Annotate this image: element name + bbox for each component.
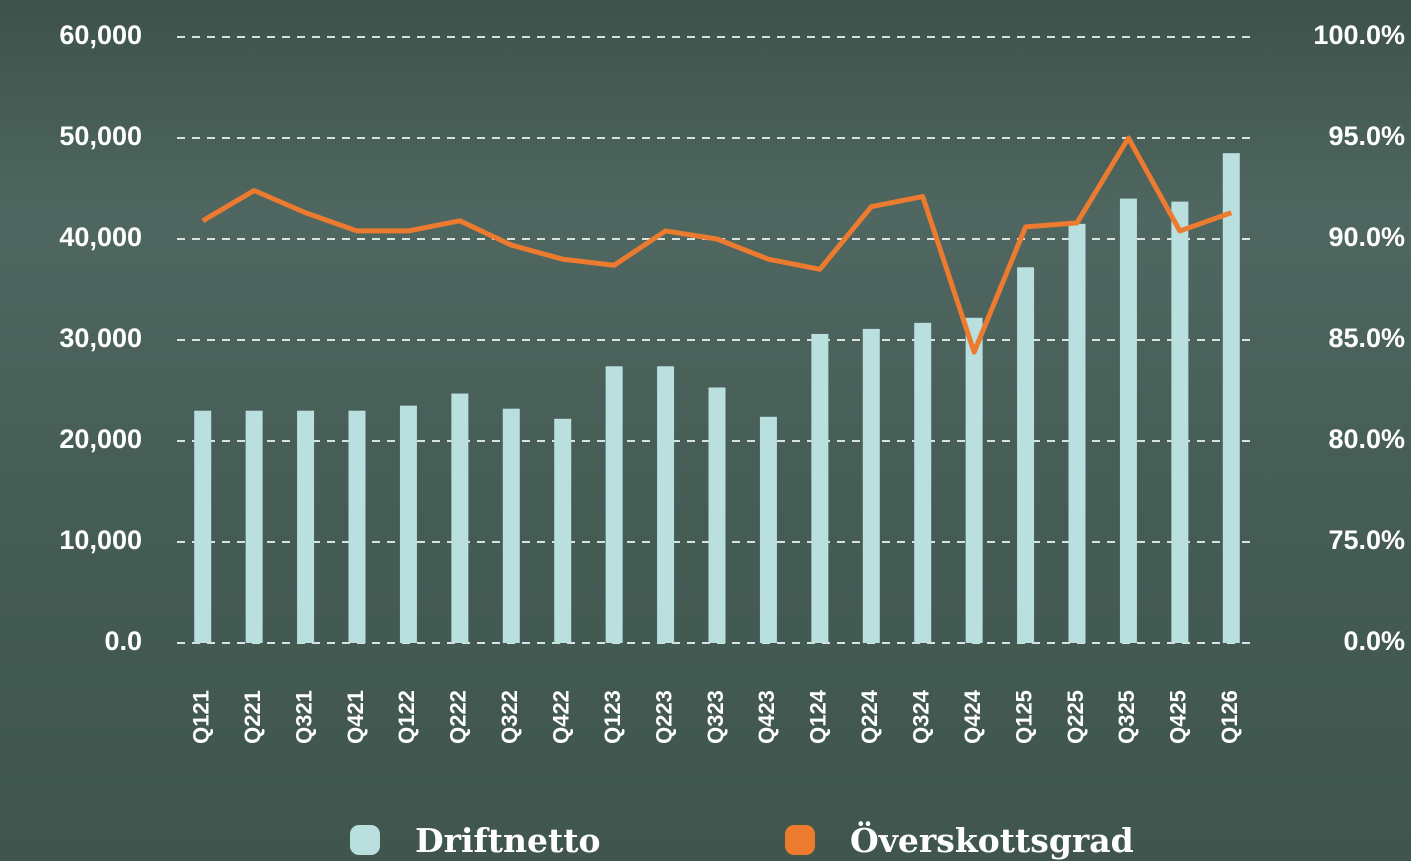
x-tick-label: Q423 — [754, 690, 779, 744]
bar — [194, 410, 212, 643]
bar — [245, 410, 263, 643]
bar — [914, 322, 932, 643]
bar — [1068, 223, 1086, 643]
x-tick-label: Q225 — [1063, 690, 1088, 744]
y2-tick-label: 90.0% — [1328, 222, 1405, 252]
bar — [1222, 153, 1240, 643]
bar — [451, 393, 469, 643]
bar — [759, 416, 777, 643]
y2-tick-label: 75.0% — [1328, 525, 1405, 555]
bar — [1017, 267, 1035, 643]
y2-tick-label: 0.0% — [1343, 626, 1405, 656]
bar — [862, 328, 880, 643]
bar — [502, 408, 520, 643]
x-tick-label: Q321 — [291, 690, 316, 744]
bar — [965, 317, 983, 643]
bar — [1171, 201, 1189, 643]
x-tick-label: Q121 — [189, 690, 214, 744]
legend-swatch — [785, 825, 815, 855]
bar — [399, 405, 417, 643]
bar — [348, 410, 366, 643]
legend-label: Överskottsgrad — [850, 820, 1134, 860]
y2-tick-label: 85.0% — [1328, 323, 1405, 353]
bar — [605, 366, 623, 643]
y-tick-label: 50,000 — [59, 121, 142, 151]
y-tick-label: 20,000 — [59, 424, 142, 454]
bar — [811, 333, 829, 643]
y-tick-label: 0.0 — [104, 626, 142, 656]
x-tick-label: Q221 — [240, 690, 265, 744]
legend-swatch — [350, 825, 380, 855]
x-tick-label: Q323 — [703, 690, 728, 744]
x-tick-label: Q224 — [857, 689, 882, 744]
x-tick-label: Q322 — [497, 690, 522, 744]
x-tick-label: Q223 — [651, 690, 676, 744]
bar — [708, 387, 726, 643]
y-tick-label: 30,000 — [59, 323, 142, 353]
y-tick-label: 60,000 — [59, 20, 142, 50]
x-tick-label: Q126 — [1217, 690, 1242, 744]
x-tick-label: Q421 — [343, 690, 368, 744]
y2-tick-label: 80.0% — [1328, 424, 1405, 454]
bar — [657, 366, 675, 643]
y-tick-label: 10,000 — [59, 525, 142, 555]
legend-label: Driftnetto — [415, 821, 600, 860]
y2-tick-label: 95.0% — [1328, 121, 1405, 151]
bar — [297, 410, 315, 643]
x-tick-label: Q122 — [394, 690, 419, 744]
x-tick-label: Q124 — [806, 689, 831, 744]
bar — [1119, 198, 1137, 643]
bar — [554, 418, 572, 643]
x-tick-label: Q325 — [1114, 690, 1139, 744]
y2-tick-label: 100.0% — [1313, 20, 1405, 50]
x-tick-label: Q425 — [1166, 690, 1191, 744]
x-tick-label: Q123 — [600, 690, 625, 744]
line — [201, 135, 1233, 355]
y-tick-label: 40,000 — [59, 222, 142, 252]
x-tick-label: Q125 — [1011, 690, 1036, 744]
x-tick-label: Q222 — [446, 690, 471, 744]
x-tick-label: Q324 — [909, 689, 934, 744]
x-tick-label: Q422 — [549, 690, 574, 744]
x-tick-label: Q424 — [960, 689, 985, 744]
